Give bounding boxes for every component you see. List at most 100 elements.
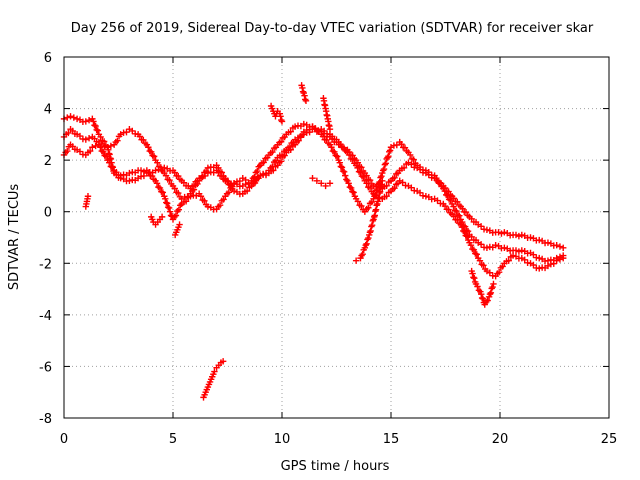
data-point [459, 205, 466, 212]
data-point [117, 172, 124, 179]
data-point [86, 147, 94, 155]
data-point [337, 140, 344, 148]
data-point [199, 173, 206, 181]
data-point [530, 251, 537, 258]
series-low-arc [200, 358, 227, 401]
data-point [322, 182, 329, 190]
data-point [434, 197, 441, 204]
data-point [97, 144, 104, 151]
series-branch-13h [352, 177, 386, 264]
data-point [470, 246, 478, 253]
data-point [441, 202, 449, 210]
data-point [471, 274, 478, 282]
data-point [391, 174, 398, 182]
data-point [560, 254, 567, 262]
data-point [175, 206, 183, 213]
data-point [76, 132, 84, 140]
data-point [162, 172, 170, 179]
data-point [363, 240, 370, 248]
x-tick-label: 10 [274, 432, 291, 447]
data-point [410, 156, 417, 163]
data-point [260, 159, 267, 166]
data-point [114, 137, 121, 144]
data-point [366, 229, 374, 236]
data-point [444, 192, 451, 199]
data-point [422, 193, 430, 200]
y-tick-label: -2 [39, 257, 52, 272]
data-point [326, 126, 334, 133]
data-point [123, 128, 130, 136]
data-point [436, 179, 444, 186]
data-point [326, 180, 334, 187]
data-point [354, 164, 361, 172]
data-point [463, 233, 471, 240]
data-point [82, 136, 89, 143]
data-point [486, 291, 494, 298]
data-point [190, 186, 198, 193]
data-point [98, 140, 105, 148]
data-point [174, 207, 181, 215]
data-point [368, 223, 375, 230]
series-track-b [60, 123, 567, 265]
data-point [470, 274, 477, 281]
series-track-c [60, 126, 567, 280]
data-point [182, 198, 190, 205]
data-point [479, 295, 487, 302]
data-point [515, 232, 523, 240]
data-point [157, 164, 164, 171]
x-tick-label: 5 [169, 432, 177, 447]
axis-ticks: 0 5 10 15 20 25 -8 -6 -4 -2 0 2 4 6 [39, 51, 617, 447]
data-point [277, 113, 284, 120]
data-point [201, 197, 208, 204]
data-point [357, 169, 364, 176]
data-point [252, 177, 260, 184]
data-point [488, 285, 495, 292]
data-point [287, 128, 294, 135]
data-point [501, 229, 508, 236]
data-point [89, 144, 96, 151]
data-point [299, 88, 307, 95]
data-point [530, 261, 537, 269]
data-point [456, 212, 463, 219]
data-point [378, 173, 385, 180]
y-tick-label: -6 [39, 360, 52, 375]
data-point [278, 118, 286, 125]
data-point [323, 136, 330, 144]
data-point [106, 159, 113, 166]
data-point [156, 184, 164, 192]
data-point [64, 147, 71, 155]
data-point [501, 244, 508, 252]
data-point [312, 126, 319, 133]
data-point [145, 144, 152, 151]
data-point [453, 207, 460, 215]
x-tick-label: 15 [383, 432, 400, 447]
data-point [553, 257, 560, 264]
data-point [369, 217, 377, 225]
data-point [315, 127, 322, 134]
data-point [476, 257, 484, 264]
data-point [393, 141, 401, 149]
data-point [486, 269, 494, 276]
data-point [254, 167, 261, 175]
data-point [336, 159, 343, 166]
data-point [473, 251, 480, 258]
data-point [154, 159, 161, 166]
data-point [90, 118, 97, 125]
data-point [277, 138, 285, 145]
data-point [382, 160, 389, 167]
data-point [354, 198, 362, 205]
data-point [450, 213, 457, 220]
data-point [363, 180, 370, 187]
data-point [82, 118, 89, 125]
data-point [150, 153, 158, 160]
data-point [487, 289, 495, 297]
data-point [153, 180, 161, 187]
data-point [204, 164, 212, 172]
data-point [483, 244, 491, 252]
data-point [560, 244, 567, 252]
data-point [358, 252, 365, 259]
data-point [218, 169, 226, 176]
data-point [320, 127, 328, 135]
data-point [433, 174, 440, 182]
